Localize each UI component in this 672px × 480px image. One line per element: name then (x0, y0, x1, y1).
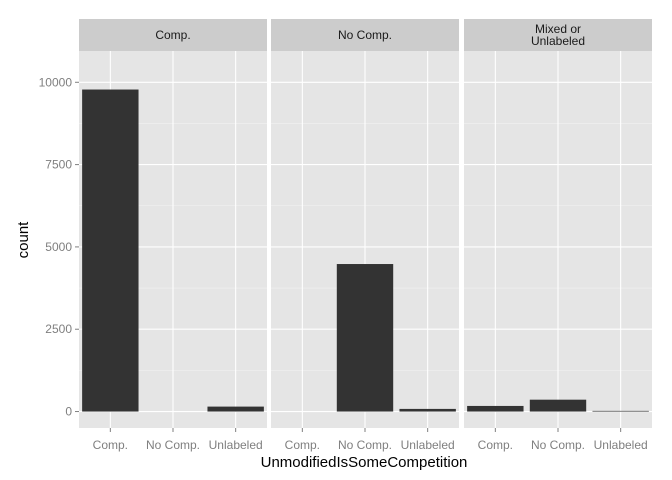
y-axis-title: count (15, 221, 32, 259)
facet-strip-label: Comp. (155, 28, 190, 42)
facet-strip-label: Unlabeled (531, 34, 585, 48)
y-tick-label: 0 (65, 405, 72, 419)
x-tick-label: Unlabeled (594, 438, 648, 452)
facet-strip (464, 19, 652, 51)
y-tick-label: 2500 (45, 322, 72, 336)
facet-panel: Comp. Comp. No Comp. Unlabeled (79, 19, 267, 452)
x-tick-label: No Comp. (338, 438, 392, 452)
y-tick-label: 7500 (45, 158, 72, 172)
bar (592, 410, 649, 412)
bar (529, 399, 587, 412)
facet-strip-label: Mixed or (535, 22, 581, 36)
x-tick-label: No Comp. (531, 438, 585, 452)
x-axis-title: UnmodifiedIsSomeCompetition (261, 454, 468, 471)
x-tick-label: Comp. (478, 438, 513, 452)
x-tick-label: Comp. (285, 438, 320, 452)
x-tick-label: Unlabeled (401, 438, 455, 452)
bar (399, 408, 456, 412)
bar (82, 89, 139, 412)
x-tick-label: No Comp. (146, 438, 200, 452)
bar (207, 406, 264, 412)
x-tick-label: Comp. (93, 438, 128, 452)
y-tick-label: 10000 (39, 75, 73, 89)
bar (467, 405, 524, 412)
bar (336, 264, 394, 412)
x-tick-label: Unlabeled (209, 438, 263, 452)
y-tick-label: 5000 (45, 240, 72, 254)
facet-strip-label: No Comp. (338, 28, 392, 42)
facet-strip (271, 19, 459, 51)
y-axis: 0 2500 5000 7500 10000 (39, 75, 79, 419)
facet-panel: No Comp. Comp. No Comp. Unlabeled (271, 19, 459, 452)
facet-strip (79, 19, 267, 51)
